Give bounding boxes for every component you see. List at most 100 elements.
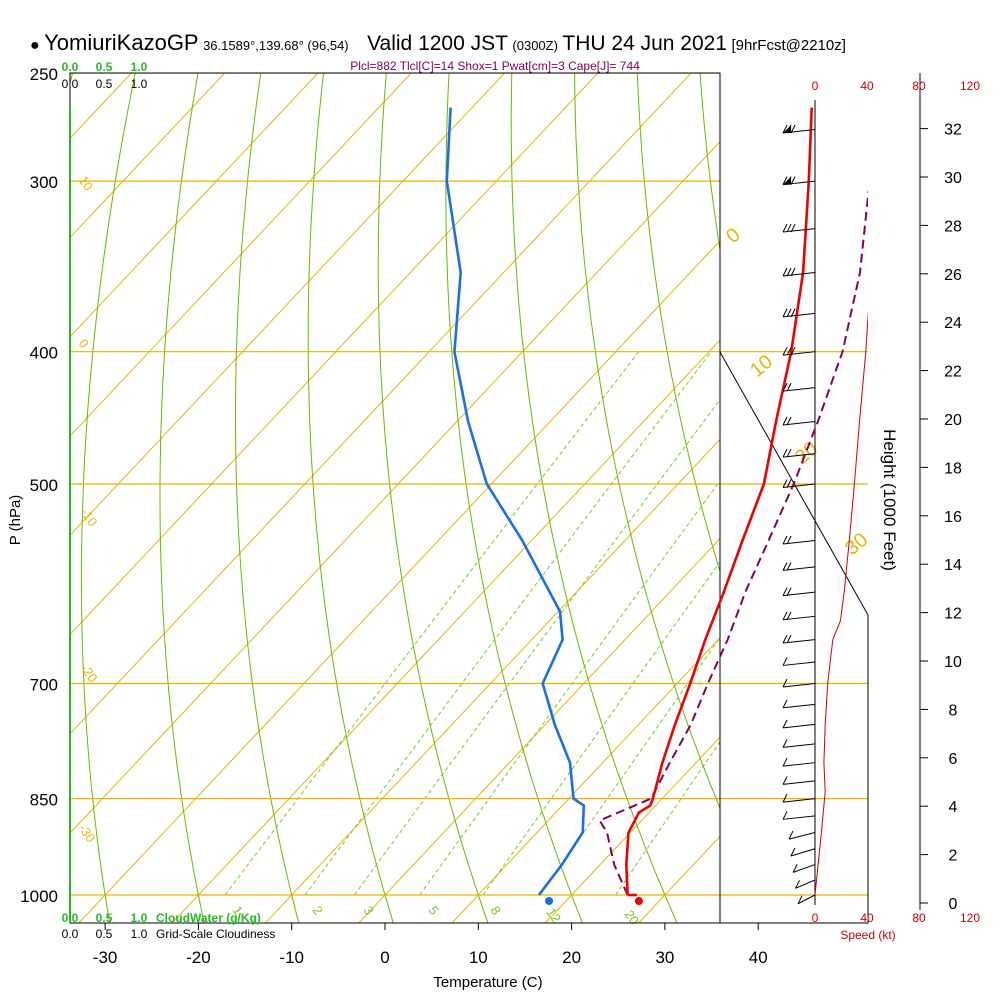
- mixing-ratio-line: [224, 351, 640, 896]
- wind-barb: [782, 562, 816, 571]
- mixing-ratio-label: 8: [488, 903, 504, 918]
- x-tick-label: 0: [380, 948, 389, 967]
- isotherm-label: 0: [722, 224, 745, 248]
- wind-barb: [782, 479, 816, 488]
- height-tick-label: 28: [944, 218, 962, 235]
- dry-adiabat-line: [574, 73, 720, 810]
- wind-barb: [782, 719, 816, 729]
- mixing-ratio-line: [539, 636, 720, 896]
- height-tick-label: 24: [944, 315, 962, 332]
- isotherm-label: -10: [78, 505, 101, 529]
- dry-adiabat-line: [636, 73, 720, 574]
- station-dot-icon: ●: [30, 37, 40, 54]
- height-tick-label: 18: [944, 460, 962, 477]
- isotherm-line: [451, 637, 720, 923]
- wind-barb: [782, 811, 816, 820]
- isotherm-label: 0: [76, 336, 92, 351]
- wind-barb: [782, 346, 816, 356]
- station-coords: 36.1589°,139.68° (96,54): [203, 38, 349, 53]
- wind-barb: [782, 739, 816, 748]
- height-tick-label: 20: [944, 412, 962, 429]
- x-tick-label: -10: [279, 948, 304, 967]
- wind-speed-curve: [814, 309, 868, 896]
- cloudiness-tick-bottom: 0.5: [96, 927, 113, 941]
- wind-barb: [790, 847, 816, 857]
- isotherm-line: [70, 73, 319, 338]
- dry-adiabat-line: [699, 73, 720, 253]
- dry-adiabat-line: [307, 73, 394, 923]
- wind-barb: [782, 308, 816, 318]
- isotherm-label: -20: [78, 661, 101, 685]
- height-tick-label: 26: [944, 267, 962, 284]
- x-tick-label: -20: [186, 948, 211, 967]
- height-tick-label: 32: [944, 122, 962, 139]
- wind-barb: [792, 864, 816, 873]
- mixing-ratio-label: 5: [426, 903, 442, 918]
- wind-barb: [795, 879, 816, 889]
- isotherm-line: [70, 73, 599, 636]
- utc-time: (0300Z): [512, 38, 558, 53]
- height-tick-label: 4: [949, 799, 958, 816]
- x-tick-label: 30: [655, 948, 674, 967]
- wind-barb: [782, 678, 816, 688]
- height-tick-label: 16: [944, 509, 962, 526]
- isotherm-line: [824, 49, 1000, 924]
- cloudwater-tick-bottom: 1.0: [131, 911, 148, 925]
- speed-axis-label: Speed (kt): [840, 928, 895, 942]
- dry-adiabat-line: [885, 49, 1000, 924]
- wind-barb: [782, 699, 816, 709]
- speed-tick-top: 40: [860, 79, 874, 93]
- mixing-ratio-label: 3: [361, 903, 377, 918]
- wind-barb: [782, 587, 816, 597]
- isotherm-line: [544, 736, 720, 923]
- dry-adiabat-line: [377, 73, 489, 923]
- pressure-tick-label: 250: [30, 65, 58, 84]
- speed-tick-top: 80: [912, 79, 926, 93]
- x-tick-label: 20: [562, 948, 581, 967]
- height-tick-label: 12: [944, 606, 962, 623]
- valid-time: Valid 1200 JST: [367, 32, 508, 55]
- wind-barb: [782, 634, 816, 644]
- height-tick-label: 30: [944, 170, 962, 187]
- cloudiness-tick-bottom: 0.0: [62, 927, 79, 941]
- isotherm-line: [70, 73, 692, 735]
- wind-barb: [782, 448, 816, 458]
- cloudwater-tick-bottom: 0.5: [96, 911, 113, 925]
- mixing-ratio-label: 20: [622, 907, 643, 927]
- x-tick-label: -30: [93, 948, 118, 967]
- cloudiness-tick-top: 0.5: [96, 77, 113, 91]
- wind-barb: [782, 757, 816, 767]
- speed-tick-top: 120: [960, 79, 980, 93]
- wind-barb: [782, 124, 816, 134]
- wind-barb: [788, 830, 816, 840]
- wind-barb: [782, 223, 816, 233]
- dry-adiabat-line: [510, 73, 678, 923]
- pressure-tick-label: 500: [30, 476, 58, 495]
- speed-tick-bottom: 0: [812, 911, 819, 925]
- valid-date: THU 24 Jun 2021: [562, 32, 727, 55]
- speed-tick-top: 0: [812, 79, 819, 93]
- dry-adiabat-line: [80, 73, 136, 923]
- isotherm-line: [70, 73, 226, 239]
- speed-tick-bottom: 40: [860, 911, 874, 925]
- y-axis-label: P (hPa): [7, 495, 24, 546]
- dry-adiabat-line: [159, 73, 205, 923]
- mixing-ratio-line: [615, 740, 720, 896]
- isotherm-label: 10: [746, 351, 777, 382]
- x-axis-label: Temperature (C): [433, 974, 542, 991]
- wind-barb: [782, 657, 816, 666]
- header: ● YomiuriKazoGP 36.1589°,139.68° (96,54)…: [30, 30, 846, 56]
- cloudiness-label: Grid-Scale Cloudiness: [156, 927, 275, 941]
- pressure-tick-label: 850: [30, 791, 58, 810]
- parcel-curve: [598, 190, 868, 896]
- dewpoint-curve: [445, 107, 586, 896]
- isotherm-label: 30: [841, 529, 872, 560]
- forecast-info: [9hrFcst@2210z]: [731, 37, 846, 54]
- isotherm-line: [357, 537, 720, 923]
- mixing-ratio-line: [304, 351, 712, 896]
- pressure-tick-label: 400: [30, 344, 58, 363]
- mixing-ratio-label: 2: [310, 903, 326, 918]
- pressure-tick-label: 700: [30, 676, 58, 695]
